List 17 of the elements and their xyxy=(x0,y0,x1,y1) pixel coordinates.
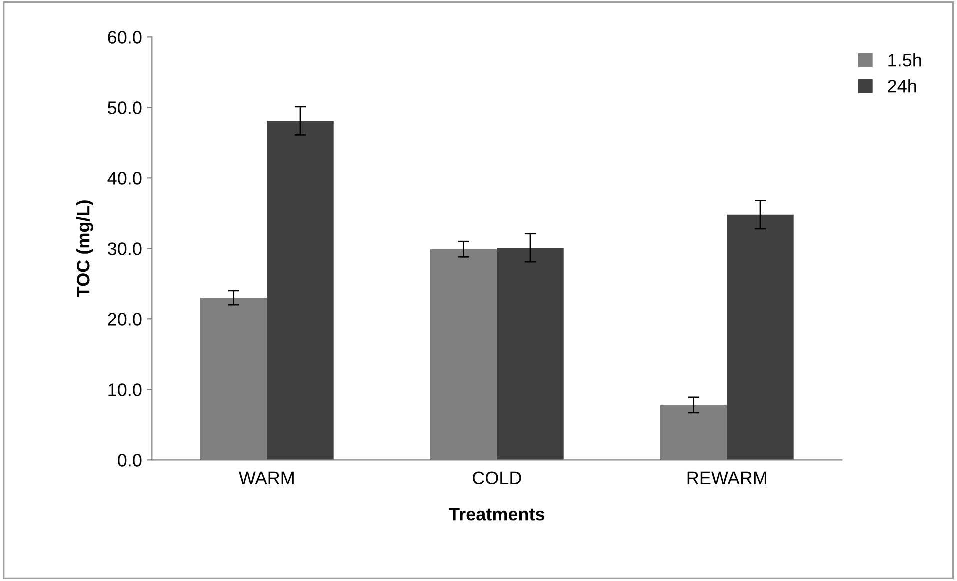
y-tick-label: 10.0 xyxy=(108,384,142,396)
y-tick-label: 40.0 xyxy=(108,172,142,185)
y-axis-title: TOC (mg/L) xyxy=(76,200,94,298)
x-tick-label: REWARM xyxy=(688,472,766,484)
bar xyxy=(727,214,794,460)
x-axis-title: Treatments xyxy=(449,508,545,521)
x-tick-label: WARM xyxy=(238,472,294,484)
y-tick-label: 50.0 xyxy=(108,102,142,114)
x-tick-label: COLD xyxy=(472,472,522,485)
y-tick-label: 20.0 xyxy=(108,313,142,326)
legend-label: 24h xyxy=(888,79,916,93)
legend-label: 1.5h xyxy=(888,54,922,67)
bar xyxy=(267,121,334,460)
bar xyxy=(497,248,564,460)
y-tick-label: 30.0 xyxy=(108,242,142,256)
y-tick-label: 0.0 xyxy=(118,454,142,467)
y-tick-label: 60.0 xyxy=(108,31,142,44)
